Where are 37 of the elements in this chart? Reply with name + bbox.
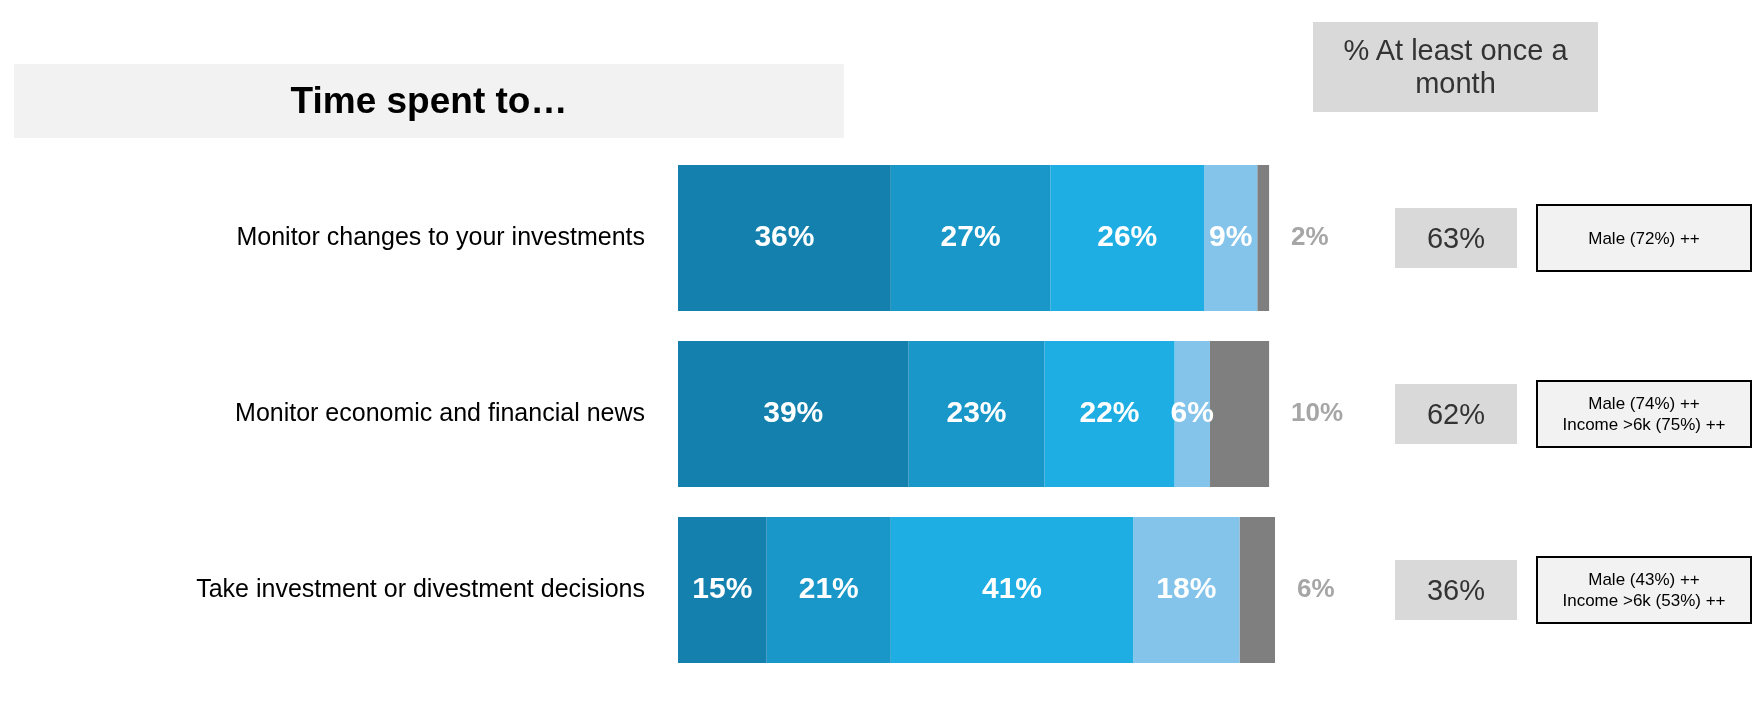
bar: [1133, 516, 1240, 664]
data-label: 10%: [1291, 397, 1344, 428]
data-label: 23%: [946, 395, 1007, 429]
bar: [678, 164, 891, 312]
text: Male (72%) ++: [1536, 204, 1752, 272]
bar: [678, 516, 767, 664]
text: 63%: [1395, 208, 1517, 268]
bar: [890, 516, 1134, 664]
data-label: 22%: [1079, 395, 1140, 429]
bar: [1204, 164, 1258, 312]
bar: [678, 340, 909, 488]
text: 62%: [1395, 384, 1517, 444]
bar: [766, 516, 891, 664]
y-tick-label: Monitor changes to your investments: [236, 221, 645, 250]
data-label: 18%: [1156, 571, 1217, 605]
data-label: 39%: [763, 395, 824, 429]
y-tick-label: Take investment or divestment decisions: [196, 573, 645, 602]
text: Male (74%) ++ Income >6k (75%) ++: [1536, 380, 1752, 448]
data-label: 9%: [1208, 219, 1253, 253]
bar: [1257, 164, 1270, 312]
data-label: 21%: [798, 571, 859, 605]
y-tick-label: Monitor economic and financial news: [235, 397, 645, 426]
text: 36%: [1395, 560, 1517, 620]
data-label: 2%: [1291, 221, 1329, 252]
bar: [908, 340, 1045, 488]
text: % At least once a month: [1313, 22, 1598, 112]
data-label: 26%: [1097, 219, 1158, 253]
data-label: 15%: [692, 571, 753, 605]
bar: [890, 164, 1051, 312]
text: Male (43%) ++ Income >6k (53%) ++: [1536, 556, 1752, 624]
bar: [1239, 516, 1275, 664]
data-label: 27%: [940, 219, 1001, 253]
chart-title: Time spent to…: [14, 64, 844, 138]
data-label: 6%: [1297, 573, 1335, 604]
data-label: 36%: [754, 219, 815, 253]
bar: [1050, 164, 1205, 312]
data-label: 41%: [981, 571, 1042, 605]
